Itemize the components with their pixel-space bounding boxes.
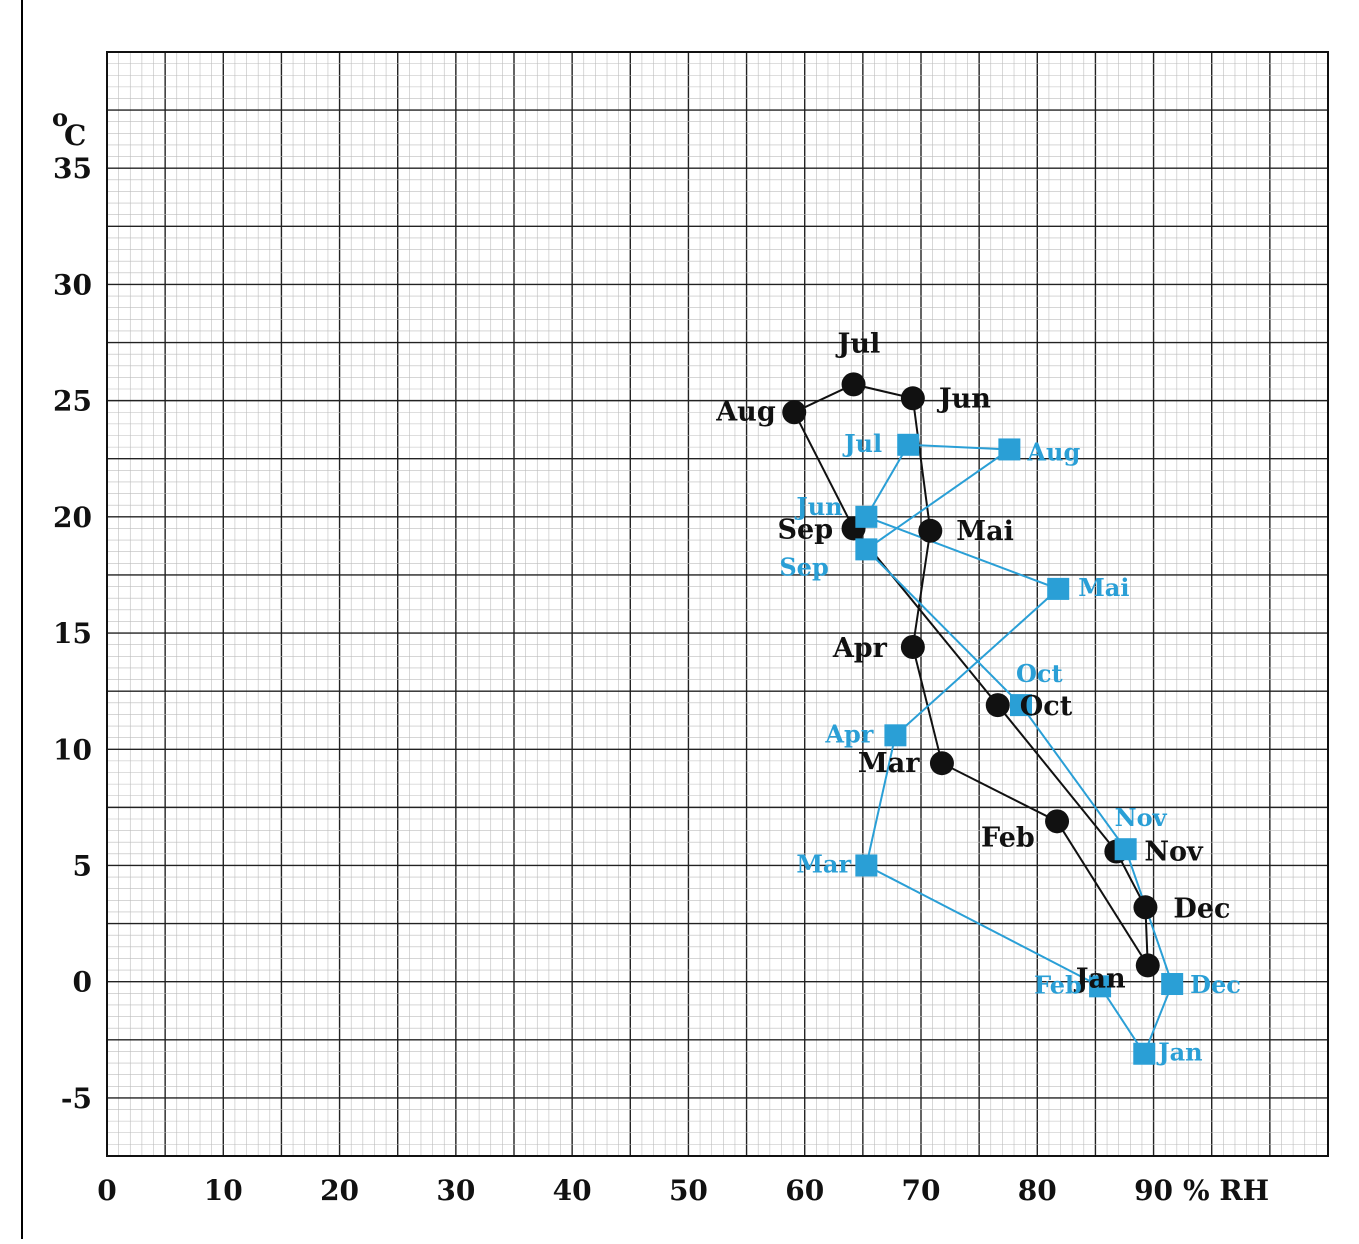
data-label: Nov <box>1144 837 1204 868</box>
data-label: Jun <box>937 383 991 414</box>
x-tick-label: 10 <box>204 1174 243 1207</box>
data-point <box>782 400 807 425</box>
y-tick-label: 0 <box>73 966 92 999</box>
data-point <box>1045 809 1070 834</box>
data-point <box>1161 973 1184 996</box>
plot-frame <box>106 51 1329 1157</box>
data-point <box>855 505 878 528</box>
axes: o C % RH <box>52 103 1269 1207</box>
y-axis-degree-symbol: o <box>52 103 68 132</box>
data-label: Jul <box>842 429 882 458</box>
data-label: Mai <box>1078 573 1129 602</box>
data-point <box>1089 975 1112 998</box>
tick-labels: 0 10 20 30 40 50 60 70 80 90 -5 0 5 10 15 20 25 30 35 <box>53 152 1173 1207</box>
data-label: Feb <box>981 822 1035 853</box>
data-point <box>929 751 954 776</box>
data-label: Jul <box>836 328 881 359</box>
data-label: Mar <box>796 849 851 878</box>
x-tick-label: 50 <box>669 1174 708 1207</box>
data-point <box>1047 577 1070 600</box>
point-labels: JanFebMarAprMaiJunJulAugSepOctNovDecJanF… <box>715 328 1241 1066</box>
y-tick-label: 25 <box>53 385 92 418</box>
x-tick-label: 30 <box>436 1174 475 1207</box>
data-label: Aug <box>1026 437 1080 466</box>
data-point <box>841 372 866 397</box>
y-tick-label: 20 <box>53 501 92 534</box>
data-label: Feb <box>1034 970 1082 999</box>
x-tick-label: 0 <box>97 1174 116 1207</box>
data-point <box>855 538 878 561</box>
y-tick-label: 30 <box>53 268 92 301</box>
data-label: Apr <box>824 719 873 748</box>
data-label: Oct <box>1016 659 1063 688</box>
data-label: Oct <box>1020 691 1073 722</box>
data-point <box>998 438 1021 461</box>
x-tick-label: 70 <box>902 1174 941 1207</box>
data-point <box>897 433 920 456</box>
data-label: Apr <box>832 633 888 664</box>
data-point <box>918 518 943 543</box>
y-tick-label: -5 <box>61 1082 92 1115</box>
data-point <box>900 634 925 659</box>
x-tick-label: 20 <box>320 1174 359 1207</box>
grid <box>106 51 1329 1157</box>
data-label: Sep <box>779 552 828 581</box>
data-label: Mai <box>956 516 1014 547</box>
data-label: Sep <box>778 514 834 545</box>
data-label: Nov <box>1115 803 1168 832</box>
x-tick-label: 80 <box>1018 1174 1057 1207</box>
data-label: Aug <box>715 396 776 427</box>
data-label: Jan <box>1156 1038 1202 1067</box>
data-label: Jan <box>1074 963 1126 994</box>
y-tick-label: 35 <box>53 152 92 185</box>
data-markers <box>782 372 1184 1065</box>
data-point <box>855 854 878 877</box>
x-tick-label: 60 <box>785 1174 824 1207</box>
data-point <box>900 386 925 411</box>
data-label: Dec <box>1190 970 1241 999</box>
x-axis-label: % RH <box>1183 1174 1269 1207</box>
data-point <box>1114 838 1137 861</box>
data-label: Dec <box>1173 893 1230 924</box>
data-point <box>1135 953 1160 978</box>
data-point <box>985 693 1010 718</box>
data-point <box>1133 895 1158 920</box>
data-label: Jun <box>794 492 842 521</box>
data-point <box>884 724 907 747</box>
y-tick-label: 15 <box>53 617 92 650</box>
y-tick-label: 5 <box>73 849 92 882</box>
data-point <box>1133 1042 1156 1065</box>
y-tick-label: 10 <box>53 733 92 766</box>
data-label: Mar <box>858 748 920 779</box>
data-point <box>1010 694 1033 717</box>
y-axis-unit-label: C <box>64 119 86 152</box>
x-tick-label: 40 <box>553 1174 592 1207</box>
x-tick-label: 90 <box>1134 1174 1173 1207</box>
